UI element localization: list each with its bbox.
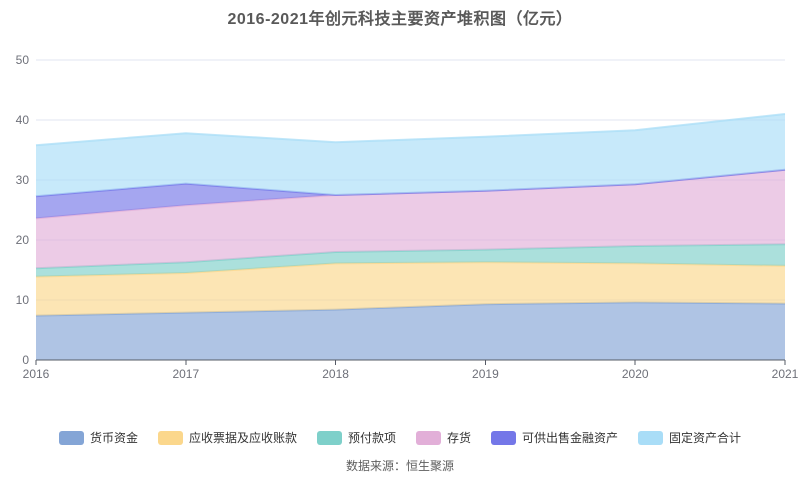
legend-item-4[interactable]: 存货 (416, 429, 471, 446)
source-note: 数据来源：恒生聚源 (345, 459, 454, 473)
y-axis-label: 30 (16, 173, 30, 187)
legend-label: 可供出售金融资产 (522, 431, 619, 445)
y-axis-label: 0 (22, 353, 29, 367)
legend-item-5[interactable]: 可供出售金融资产 (491, 429, 618, 446)
legend-item-1[interactable]: 货币资金 (58, 429, 138, 446)
legend-label: 预付款项 (347, 431, 396, 445)
y-axis-label: 40 (16, 113, 30, 127)
area-series-5 (36, 169, 785, 219)
x-axis-label: 2016 (23, 367, 50, 381)
x-axis-label: 2021 (772, 367, 799, 381)
line-series-6 (35, 113, 786, 147)
legend-label: 存货 (447, 431, 472, 445)
legend-swatch-icon (157, 430, 183, 445)
legend: 货币资金 应收票据及应收账款 预付款项 存货 可供出售金融资产 固定资产合计 (0, 429, 800, 446)
area-series-1 (36, 302, 785, 360)
plot-area: 0 10 20 30 40 50 2016 2017 2018 2019 2020 2021 (16, 53, 799, 381)
legend-item-3[interactable]: 预付款项 (316, 429, 396, 446)
area-series-3 (36, 244, 785, 277)
x-axis-label: 2020 (622, 367, 649, 381)
legend-swatch-icon (58, 430, 84, 445)
line-series-1 (35, 301, 786, 317)
legend-label: 应收票据及应收账款 (188, 431, 297, 445)
legend-swatch-icon (316, 430, 342, 445)
x-axis-label: 2019 (472, 367, 499, 381)
area-series-4 (36, 169, 785, 269)
legend-swatch-icon (491, 430, 517, 445)
legend-swatch-icon (638, 430, 664, 445)
y-axis-label: 10 (16, 293, 30, 307)
y-axis-label: 20 (16, 233, 30, 247)
x-axis-label: 2017 (172, 367, 199, 381)
legend-item-6[interactable]: 固定资产合计 (638, 429, 741, 446)
legend-swatch-icon (416, 430, 441, 445)
y-axis-label: 50 (16, 53, 30, 67)
chart-title: 2016-2021年创元科技主要资产堆积图（亿元） (227, 11, 573, 28)
x-axis-label: 2018 (322, 367, 349, 381)
legend-item-2[interactable]: 应收票据及应收账款 (157, 429, 297, 446)
legend-label: 货币资金 (89, 431, 138, 445)
legend-label: 固定资产合计 (669, 431, 742, 445)
area-series-6 (36, 114, 785, 197)
area-series-2 (36, 262, 785, 316)
